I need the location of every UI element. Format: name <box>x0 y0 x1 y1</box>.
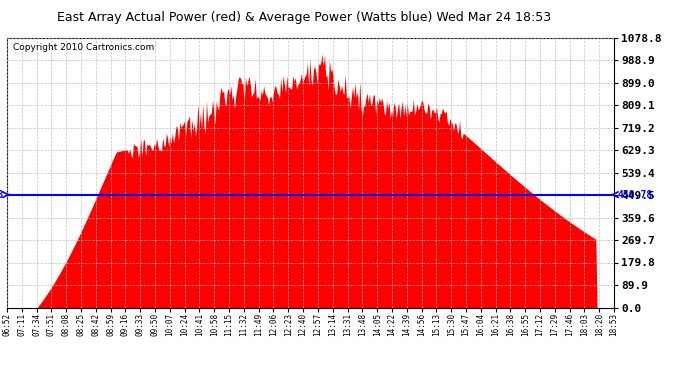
Text: 450.78: 450.78 <box>617 190 652 200</box>
Text: Copyright 2010 Cartronics.com: Copyright 2010 Cartronics.com <box>13 43 155 52</box>
Text: 450.78: 450.78 <box>0 190 4 200</box>
Text: East Array Actual Power (red) & Average Power (Watts blue) Wed Mar 24 18:53: East Array Actual Power (red) & Average … <box>57 11 551 24</box>
